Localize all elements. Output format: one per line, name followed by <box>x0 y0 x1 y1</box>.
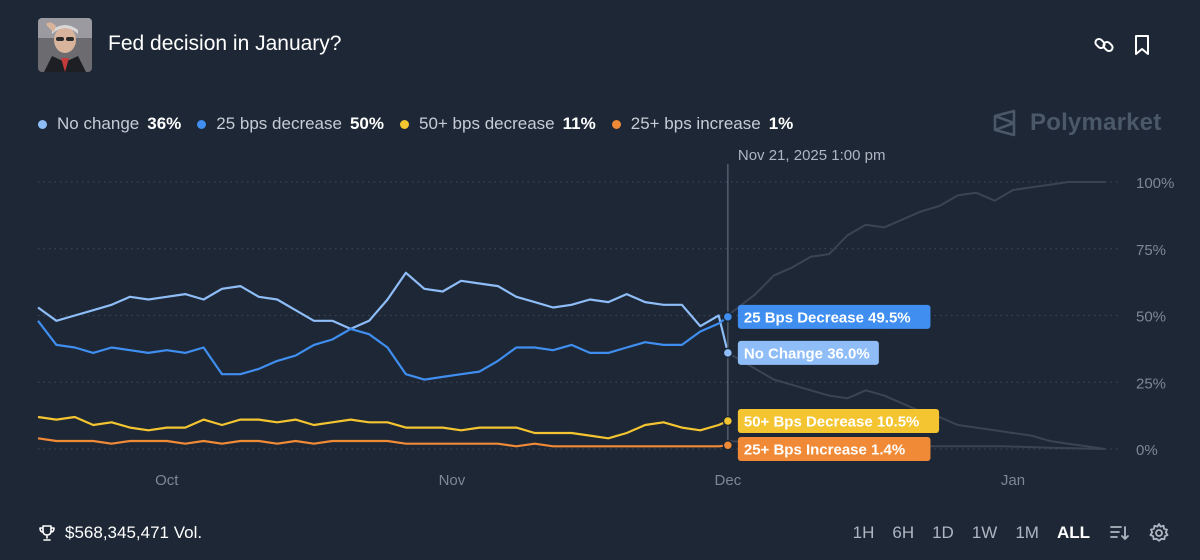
faded-series-line <box>727 352 1106 450</box>
legend-item-25-increase: 25+ bps increase 1% <box>611 114 794 134</box>
hover-marker <box>722 311 734 323</box>
timeframe-6h[interactable]: 6H <box>892 523 915 542</box>
series-line-50-bps-decrease[interactable] <box>37 415 729 440</box>
series-line-no-change[interactable] <box>37 271 729 354</box>
hover-marker <box>722 347 734 359</box>
trophy-icon <box>39 525 55 541</box>
page-title: Fed decision in January? <box>108 32 342 55</box>
legend-label: 25 bps decrease <box>216 114 342 133</box>
legend-dot <box>400 119 409 129</box>
link-icon[interactable] <box>1090 31 1118 59</box>
sort-icon[interactable] <box>1108 522 1130 544</box>
y-tick-label: 100% <box>1136 175 1174 192</box>
series-line-25-bps-decrease[interactable] <box>37 315 729 381</box>
timeframe-selector: 1H 6H 1D 1W 1M ALL <box>835 520 1170 546</box>
legend-value: 1% <box>768 114 794 133</box>
x-tick-label: Nov <box>439 472 466 489</box>
hover-label-text: 25+ Bps Increase 1.4% <box>744 441 905 458</box>
y-tick-label: 50% <box>1136 309 1166 326</box>
legend-label: 50+ bps decrease <box>419 114 555 133</box>
legend-item-no-change: No change 36% <box>38 114 181 134</box>
x-tick-label: Jan <box>1001 472 1025 489</box>
bookmark-icon[interactable] <box>1128 31 1156 59</box>
polymarket-brand: Polymarket <box>990 106 1161 140</box>
hover-date: Nov 21, 2025 1:00 pm <box>738 147 886 164</box>
hover-label-box <box>737 408 940 433</box>
hover-label-box <box>737 340 879 365</box>
settings-gear-icon[interactable] <box>1148 522 1170 544</box>
chart-legend: No change 36% 25 bps decrease 50% 50+ bp… <box>38 112 809 136</box>
hover-label-text: 25 Bps Decrease 49.5% <box>744 309 911 326</box>
legend-dot <box>611 119 621 129</box>
faded-series-line <box>727 181 1105 317</box>
x-tick-label: Dec <box>715 472 742 489</box>
volume-display: $568,345,471 Vol. <box>38 521 202 545</box>
hover-label-box <box>737 304 931 329</box>
brand-name: Polymarket <box>1030 109 1162 136</box>
hover-label-box <box>737 436 931 461</box>
timeframe-1h[interactable]: 1H <box>852 523 875 542</box>
hover-marker <box>722 440 734 451</box>
legend-dot <box>38 119 47 129</box>
market-header: Fed decision in January? <box>38 18 1162 72</box>
legend-item-25-decrease: 25 bps decrease 50% <box>197 114 384 134</box>
volume-text: $568,345,471 Vol. <box>65 523 203 542</box>
hover-marker <box>722 415 734 427</box>
polymarket-logo-icon <box>993 109 1016 137</box>
legend-value: 11% <box>562 114 596 133</box>
timeframe-all[interactable]: ALL <box>1056 523 1090 542</box>
market-avatar <box>38 18 92 72</box>
timeframe-1w[interactable]: 1W <box>971 523 998 542</box>
legend-item-50-decrease: 50+ bps decrease 11% <box>400 114 596 134</box>
x-tick-label: Oct <box>155 472 179 489</box>
timeframe-1m[interactable]: 1M <box>1015 523 1039 542</box>
legend-value: 50% <box>349 114 384 133</box>
y-tick-label: 75% <box>1136 242 1166 259</box>
timeframe-1d[interactable]: 1D <box>932 523 954 542</box>
legend-label: No change <box>57 114 140 133</box>
hover-label-text: No Change 36.0% <box>744 345 870 362</box>
y-tick-label: 0% <box>1136 442 1158 459</box>
legend-label: 25+ bps increase <box>630 114 761 133</box>
hover-label-text: 50+ Bps Decrease 10.5% <box>744 413 920 430</box>
series-line-25-bps-increase[interactable] <box>37 437 729 448</box>
legend-value: 36% <box>147 114 182 133</box>
legend-dot <box>197 119 207 129</box>
y-tick-label: 25% <box>1136 375 1166 392</box>
